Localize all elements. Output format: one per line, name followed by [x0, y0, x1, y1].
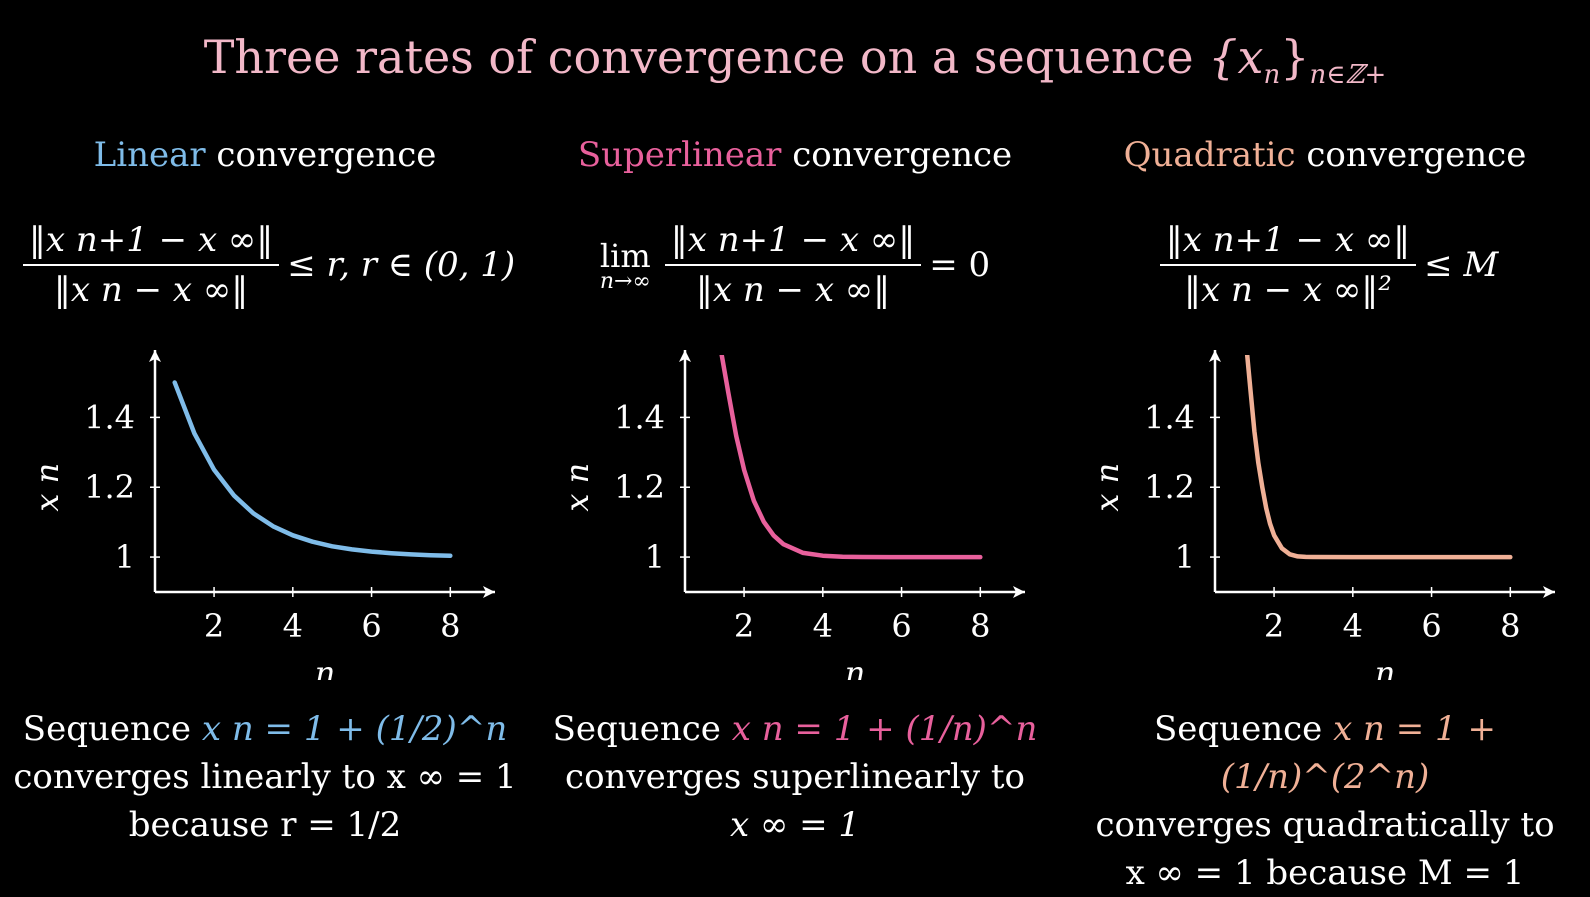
caption-math: x n = 1 + (1/n)^n	[731, 709, 1038, 749]
y-tick-label: 1	[115, 538, 135, 576]
y-axis-label: x n	[1088, 463, 1126, 512]
heading-rest-quadratic: convergence	[1295, 135, 1527, 175]
panel-quadratic: Quadratic convergence ‖x n+1 − x ∞‖ ‖x n…	[1060, 130, 1590, 893]
title-subscript: n∈ℤ+	[1309, 60, 1387, 90]
heading-keyword-linear: Linear	[93, 135, 206, 175]
formula-relation: ≤ r, r ∈ (0, 1)	[287, 245, 516, 285]
y-tick-label: 1.4	[84, 398, 135, 436]
chart-quadratic: 2 4 6 8 1 1.2 1.4 n x n	[1088, 350, 1555, 680]
y-tick-label: 1.4	[614, 398, 665, 436]
x-tick-label: 2	[204, 607, 224, 645]
x-tick-label: 2	[1264, 607, 1284, 645]
x-tick-label: 2	[734, 607, 754, 645]
caption-line2: converges quadratically to	[1095, 805, 1555, 845]
caption-line3: x ∞ = 1	[729, 805, 861, 845]
formula-relation: = 0	[929, 245, 991, 285]
y-axis-arrow	[149, 350, 161, 362]
x-tick-label: 4	[1343, 607, 1363, 645]
formula-limit: lim n→∞	[600, 237, 651, 294]
caption-line2: converges superlinearly to	[565, 757, 1025, 797]
panel-linear: Linear convergence ‖x n+1 − x ∞‖ ‖x n − …	[0, 130, 530, 870]
panel-superlinear: Superlinear convergence lim n→∞ ‖x n+1 −…	[530, 130, 1060, 870]
series-line-linear	[172, 380, 453, 558]
x-tick-label: 4	[283, 607, 303, 645]
x-tick-label: 6	[361, 607, 381, 645]
formula-numerator: ‖x n+1 − x ∞‖	[22, 220, 280, 266]
heading-rest-superlinear: convergence	[781, 135, 1013, 175]
caption-math: x n = 1 + (1/n)^(2^n)	[1220, 709, 1496, 797]
heading-keyword-quadratic: Quadratic	[1123, 135, 1296, 175]
caption-quadratic: Sequence x n = 1 + (1/n)^(2^n) converges…	[1060, 705, 1590, 897]
caption-prefix: Sequence	[22, 709, 202, 749]
y-tick-label: 1.2	[1144, 468, 1195, 506]
x-axis-arrow	[1543, 586, 1555, 598]
formula-linear: ‖x n+1 − x ∞‖ ‖x n − x ∞‖ ≤ r, r ∈ (0, 1…	[0, 215, 530, 315]
caption-prefix: Sequence	[1154, 709, 1334, 749]
caption-line2: converges linearly to x ∞ = 1	[13, 757, 517, 797]
page-title: Three rates of convergence on a sequence…	[0, 30, 1590, 90]
y-axis-arrow	[679, 350, 691, 362]
y-tick-label: 1.4	[1144, 398, 1195, 436]
heading-rest-linear: convergence	[205, 135, 437, 175]
panel-heading-superlinear: Superlinear convergence	[530, 135, 1060, 175]
x-tick-label: 8	[440, 607, 460, 645]
limit-subscript: n→∞	[599, 268, 651, 294]
caption-math: x n = 1 + (1/2)^n	[201, 709, 508, 749]
heading-keyword-superlinear: Superlinear	[577, 135, 782, 175]
formula-fraction: ‖x n+1 − x ∞‖ ‖x n − x ∞‖²	[1159, 220, 1417, 310]
series-line-quadratic	[1244, 355, 1513, 560]
title-math-close: }	[1280, 30, 1310, 84]
series-line-superlinear	[719, 355, 983, 560]
y-axis-label: x n	[558, 463, 596, 512]
x-tick-label: 6	[1421, 607, 1441, 645]
formula-fraction: ‖x n+1 − x ∞‖ ‖x n − x ∞‖	[664, 220, 922, 310]
x-axis-label: n	[1375, 654, 1396, 680]
x-axis-arrow	[483, 586, 495, 598]
formula-fraction: ‖x n+1 − x ∞‖ ‖x n − x ∞‖	[22, 220, 280, 310]
formula-denominator: ‖x n − x ∞‖²	[1183, 270, 1392, 310]
panel-heading-linear: Linear convergence	[0, 135, 530, 175]
x-axis-label: n	[315, 654, 336, 680]
formula-denominator: ‖x n − x ∞‖	[53, 270, 249, 310]
title-math: {x	[1208, 30, 1264, 84]
caption-linear: Sequence x n = 1 + (1/2)^n converges lin…	[0, 705, 530, 849]
caption-line3: x ∞ = 1 because M = 1	[1125, 853, 1525, 893]
x-axis-arrow	[1013, 586, 1025, 598]
chart-linear: 2 4 6 8 1 1.2 1.4 n x n	[28, 350, 495, 680]
caption-prefix: Sequence	[552, 709, 732, 749]
x-tick-label: 8	[1500, 607, 1520, 645]
x-tick-label: 8	[970, 607, 990, 645]
y-tick-label: 1.2	[614, 468, 665, 506]
formula-relation: ≤ M	[1424, 245, 1499, 285]
formula-numerator: ‖x n+1 − x ∞‖	[664, 220, 922, 266]
x-axis-label: n	[845, 654, 866, 680]
formula-quadratic: ‖x n+1 − x ∞‖ ‖x n − x ∞‖² ≤ M	[1060, 215, 1590, 315]
caption-superlinear: Sequence x n = 1 + (1/n)^n converges sup…	[530, 705, 1060, 849]
formula-superlinear: lim n→∞ ‖x n+1 − x ∞‖ ‖x n − x ∞‖ = 0	[530, 215, 1060, 315]
limit-word: lim	[599, 236, 651, 275]
caption-line3: because r = 1/2	[128, 805, 402, 845]
formula-numerator: ‖x n+1 − x ∞‖	[1159, 220, 1417, 266]
formula-denominator: ‖x n − x ∞‖	[695, 270, 891, 310]
title-math-sub: n	[1263, 60, 1281, 90]
title-text: Three rates of convergence on a sequence	[203, 30, 1209, 84]
x-tick-label: 4	[813, 607, 833, 645]
x-tick-label: 6	[891, 607, 911, 645]
panel-heading-quadratic: Quadratic convergence	[1060, 135, 1590, 175]
chart-superlinear: 2 4 6 8 1 1.2 1.4 n x n	[558, 350, 1025, 680]
y-axis-arrow	[1209, 350, 1221, 362]
y-tick-label: 1	[1175, 538, 1195, 576]
y-tick-label: 1.2	[84, 468, 135, 506]
y-axis-label: x n	[28, 463, 66, 512]
y-tick-label: 1	[645, 538, 665, 576]
